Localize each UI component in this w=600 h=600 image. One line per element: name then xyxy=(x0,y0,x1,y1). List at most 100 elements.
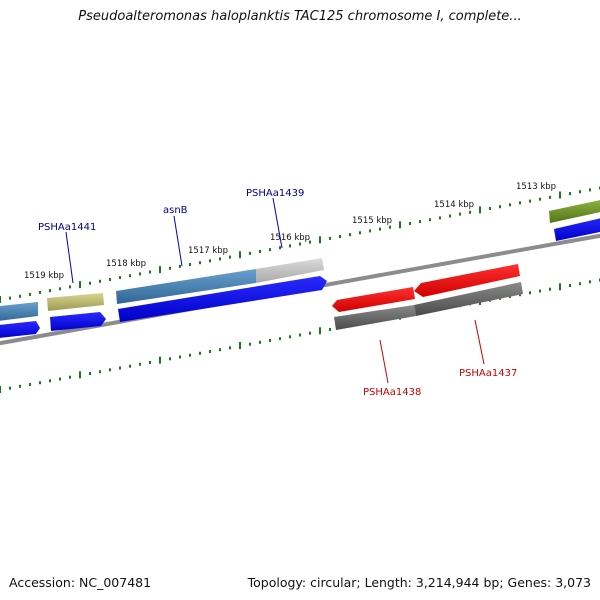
inner-ring-tick xyxy=(139,362,141,366)
outer-ring-tick xyxy=(569,192,571,196)
inner-ring-tick xyxy=(179,355,181,359)
inner-ring-tick xyxy=(319,327,321,335)
inner-ring-tick xyxy=(159,356,161,364)
gene-arrow-PSHAa1437[interactable] xyxy=(414,264,520,297)
topology-summary-text: Topology: circular; Length: 3,214,944 bp… xyxy=(247,575,591,590)
outer-ring-tick xyxy=(499,205,501,209)
outer-ring-tick xyxy=(139,272,141,276)
outer-ring-tick xyxy=(589,188,591,192)
gene-label-PSHAa1438[interactable]: PSHAa1438 xyxy=(363,387,421,398)
gene-label-PSHAa1441[interactable]: PSHAa1441 xyxy=(38,222,96,233)
outer-ring-tick xyxy=(259,250,261,253)
gene-feature-PSHAa1438[interactable] xyxy=(334,305,416,330)
gene-label-PSHAa1439[interactable]: PSHAa1439 xyxy=(246,188,304,199)
inner-ring-tick xyxy=(529,291,531,295)
outer-ring-tick xyxy=(519,201,521,205)
inner-ring-tick xyxy=(579,282,581,286)
outer-ring-tick xyxy=(289,244,291,248)
feature-track xyxy=(0,198,600,330)
outer-ring-tick xyxy=(239,251,241,259)
gene-feature-steel-left[interactable] xyxy=(0,302,38,322)
outer-ring-tick xyxy=(79,281,81,289)
outer-ring-tick xyxy=(409,222,411,225)
outer-ring-tick xyxy=(119,276,121,280)
pointer-PSHAa1439 xyxy=(272,197,283,249)
inner-ring-tick xyxy=(69,375,71,379)
inner-ring-tick xyxy=(279,337,281,341)
inner-ring-tick xyxy=(209,350,211,353)
gene-arrow-track xyxy=(0,216,600,339)
inner-ring-tick xyxy=(519,293,521,297)
gene-label-asnB[interactable]: asnB xyxy=(163,205,188,216)
gene-label-PSHAa1437[interactable]: PSHAa1437 xyxy=(459,368,517,379)
outer-ring-tick xyxy=(209,259,211,263)
outer-ring-tick xyxy=(269,248,271,252)
kbp-label-1519: 1519 kbp xyxy=(24,271,64,281)
gene-arrow-PSHAa1441[interactable] xyxy=(50,312,106,331)
outer-ring-tick xyxy=(129,274,131,278)
inner-ring-tick xyxy=(289,335,291,339)
outer-ring-tick xyxy=(59,287,61,291)
inner-ring-tick xyxy=(109,368,111,372)
outer-ring-tick xyxy=(309,240,311,244)
outer-ring-tick xyxy=(509,203,511,207)
outer-ring-tick xyxy=(529,199,531,203)
gene-feature-PSHAa1439[interactable] xyxy=(256,258,324,283)
inner-ring-tick xyxy=(119,366,121,370)
kbp-label-1516: 1516 kbp xyxy=(270,233,310,243)
inner-ring-tick xyxy=(249,342,251,346)
label-pointers xyxy=(65,197,485,384)
inner-ring-tick xyxy=(199,351,201,355)
outer-ring-tick xyxy=(419,220,421,224)
gene-arrow-right-partial[interactable] xyxy=(554,216,600,241)
inner-ring-tick xyxy=(549,287,551,291)
outer-ring-tick xyxy=(469,210,471,214)
inner-ring-tick xyxy=(259,340,261,344)
outer-ring-tick xyxy=(459,212,461,216)
inner-ring-tick xyxy=(569,284,571,287)
gene-arrow-PSHAa1438[interactable] xyxy=(332,287,415,312)
pointer-asnB xyxy=(173,215,183,267)
outer-ring-tick xyxy=(349,233,351,237)
outer-ring-tick xyxy=(0,296,1,303)
outer-ring-tick xyxy=(149,270,151,274)
outer-ring-tick xyxy=(539,197,541,201)
inner-ring-tick xyxy=(99,370,101,374)
inner-ring-tick xyxy=(39,381,41,385)
outer-ring-tick xyxy=(479,206,481,214)
kbp-label-1513: 1513 kbp xyxy=(516,182,556,192)
gene-feature-PSHAa1437[interactable] xyxy=(414,282,523,316)
outer-ring-tick xyxy=(219,257,221,261)
pointer-PSHAa1437 xyxy=(474,319,485,365)
inner-ring-tick xyxy=(269,339,271,342)
outer-ring-tick xyxy=(249,251,251,255)
gene-feature-green[interactable] xyxy=(549,198,600,223)
inner-ring-tick xyxy=(129,364,131,368)
outer-ring-tick xyxy=(369,229,371,233)
inner-ring-tick xyxy=(49,379,51,383)
outer-ring-tick xyxy=(49,289,51,293)
outer-ring-tick xyxy=(179,264,181,268)
kbp-label-1518: 1518 kbp xyxy=(106,259,146,269)
pointer-PSHAa1438 xyxy=(379,339,389,384)
inner-ring-tick xyxy=(59,377,61,381)
inner-ring-tick xyxy=(169,357,171,361)
gene-feature-asnB[interactable] xyxy=(116,269,256,304)
gene-labels: PSHAa1441 asnB PSHAa1439 PSHAa1438 PSHAa… xyxy=(38,188,517,398)
outer-ring-tick xyxy=(169,266,171,270)
inner-ring-tick xyxy=(79,371,81,379)
inner-ring-tick xyxy=(329,328,331,331)
inner-ring-tick xyxy=(9,386,11,390)
gene-feature-olive[interactable] xyxy=(47,293,104,311)
outer-ring-tick xyxy=(299,242,301,246)
inner-ring-tick xyxy=(229,346,231,350)
inner-ring-tick xyxy=(189,353,191,357)
outer-ring-tick xyxy=(329,236,331,240)
outer-ring-tick xyxy=(9,296,11,300)
gene-arrow-asnB-PSHAa1439[interactable] xyxy=(118,276,327,322)
outer-ring-tick xyxy=(439,216,441,220)
outer-ring-tick xyxy=(579,190,581,194)
gene-arrow-left-partial[interactable] xyxy=(0,321,40,339)
